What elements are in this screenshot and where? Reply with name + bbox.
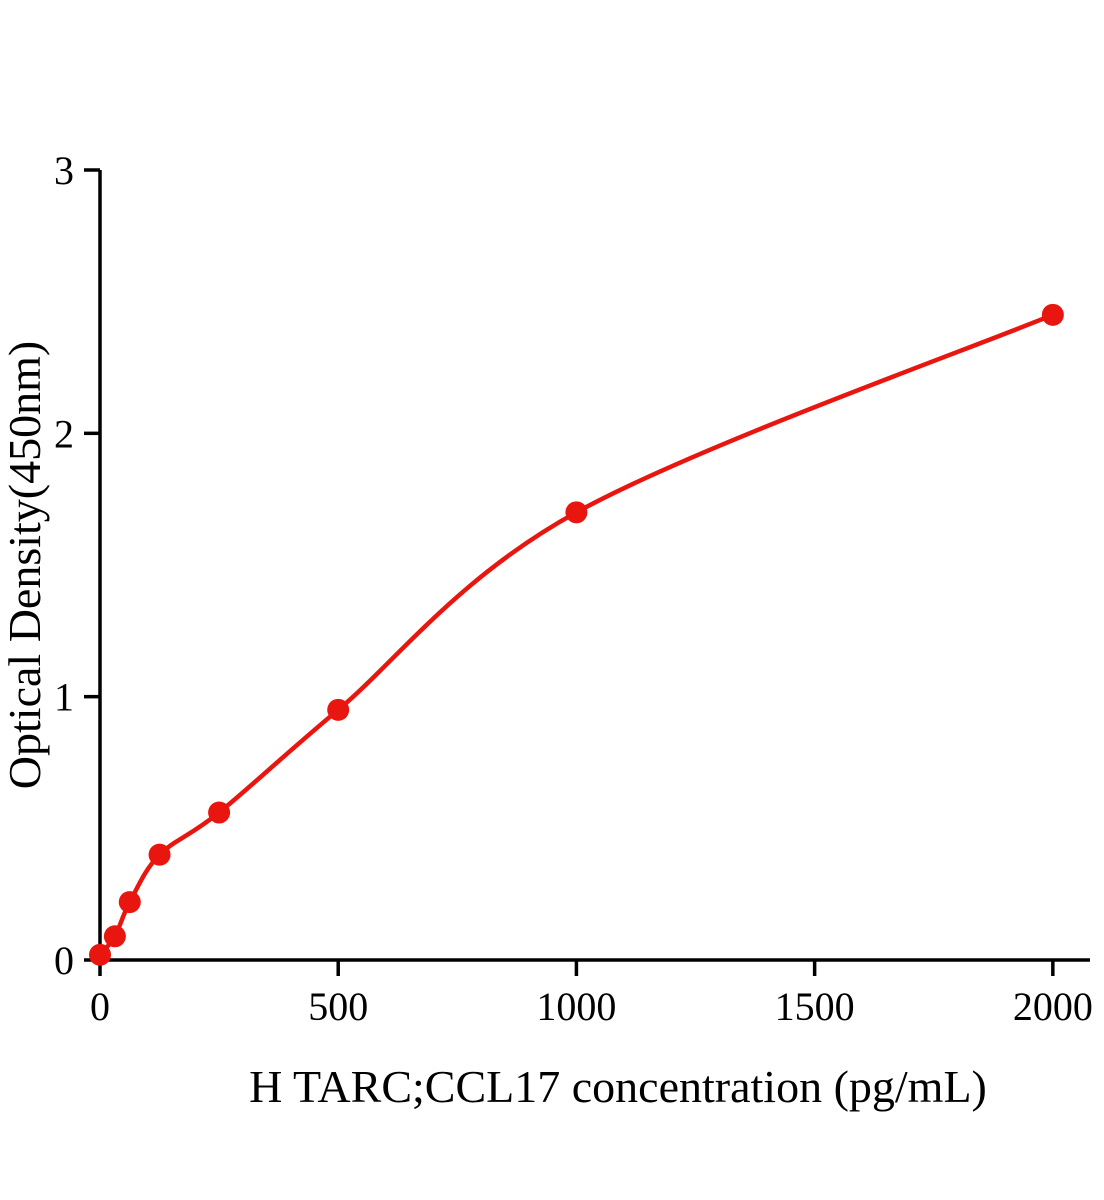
data-point	[148, 843, 171, 866]
x-tick-label: 500	[308, 984, 368, 1029]
data-point	[1041, 303, 1064, 326]
x-tick-label: 0	[90, 984, 110, 1029]
x-axis-title: H TARC;CCL17 concentration (pg/mL)	[249, 1061, 987, 1112]
x-tick-label: 2000	[1013, 984, 1093, 1029]
fit-curve	[97, 312, 1056, 957]
data-point	[327, 698, 350, 721]
y-axis-title: Optical Density(450nm)	[0, 341, 50, 789]
data-point	[565, 501, 588, 524]
series-layer	[89, 303, 1064, 966]
data-point	[118, 891, 141, 914]
x-tick-label: 1500	[775, 984, 855, 1029]
data-point	[103, 925, 126, 948]
y-tick-label: 2	[54, 411, 74, 456]
y-tick-label: 1	[54, 675, 74, 720]
x-tick-label: 1000	[536, 984, 616, 1029]
data-point	[208, 801, 231, 824]
data-point	[89, 943, 111, 966]
y-tick-label: 0	[54, 938, 74, 983]
y-tick-label: 3	[54, 148, 74, 193]
axes: 0 1 2 3 0 500 1000 1500 2000	[54, 148, 1093, 1029]
